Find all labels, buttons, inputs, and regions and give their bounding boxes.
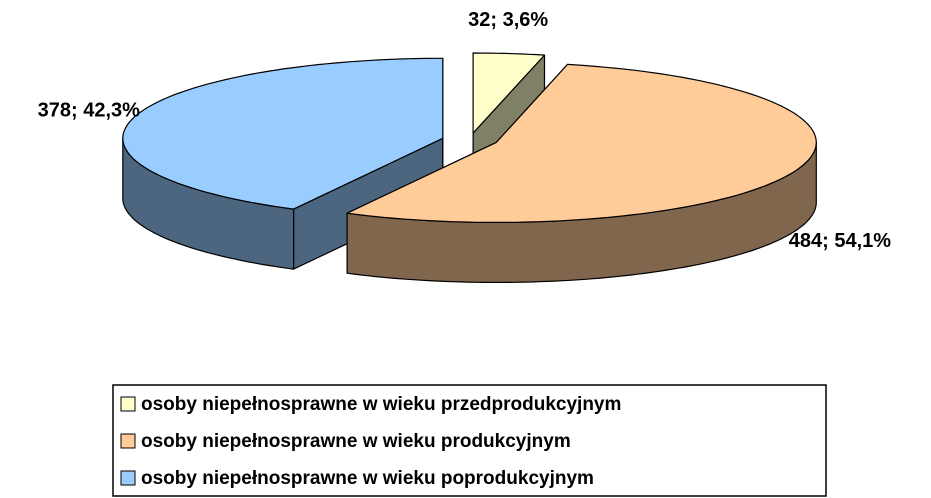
slice <box>346 63 817 223</box>
legend-swatch <box>120 470 136 486</box>
legend-label: osoby niepełnosprawne w wieku poprodukcy… <box>141 468 594 489</box>
legend-label: osoby niepełnosprawne w wieku przedprodu… <box>141 394 621 415</box>
legend-label: osoby niepełnosprawne w wieku produkcyjn… <box>141 431 571 452</box>
data-label: 378; 42,3% <box>38 99 141 121</box>
data-label: 484; 54,1% <box>789 230 892 252</box>
legend-box <box>112 384 827 497</box>
slice <box>122 57 444 210</box>
legend-swatch <box>120 433 136 449</box>
data-label: 32; 3,6% <box>468 9 548 31</box>
legend-swatch <box>120 396 136 412</box>
slice <box>472 52 546 134</box>
